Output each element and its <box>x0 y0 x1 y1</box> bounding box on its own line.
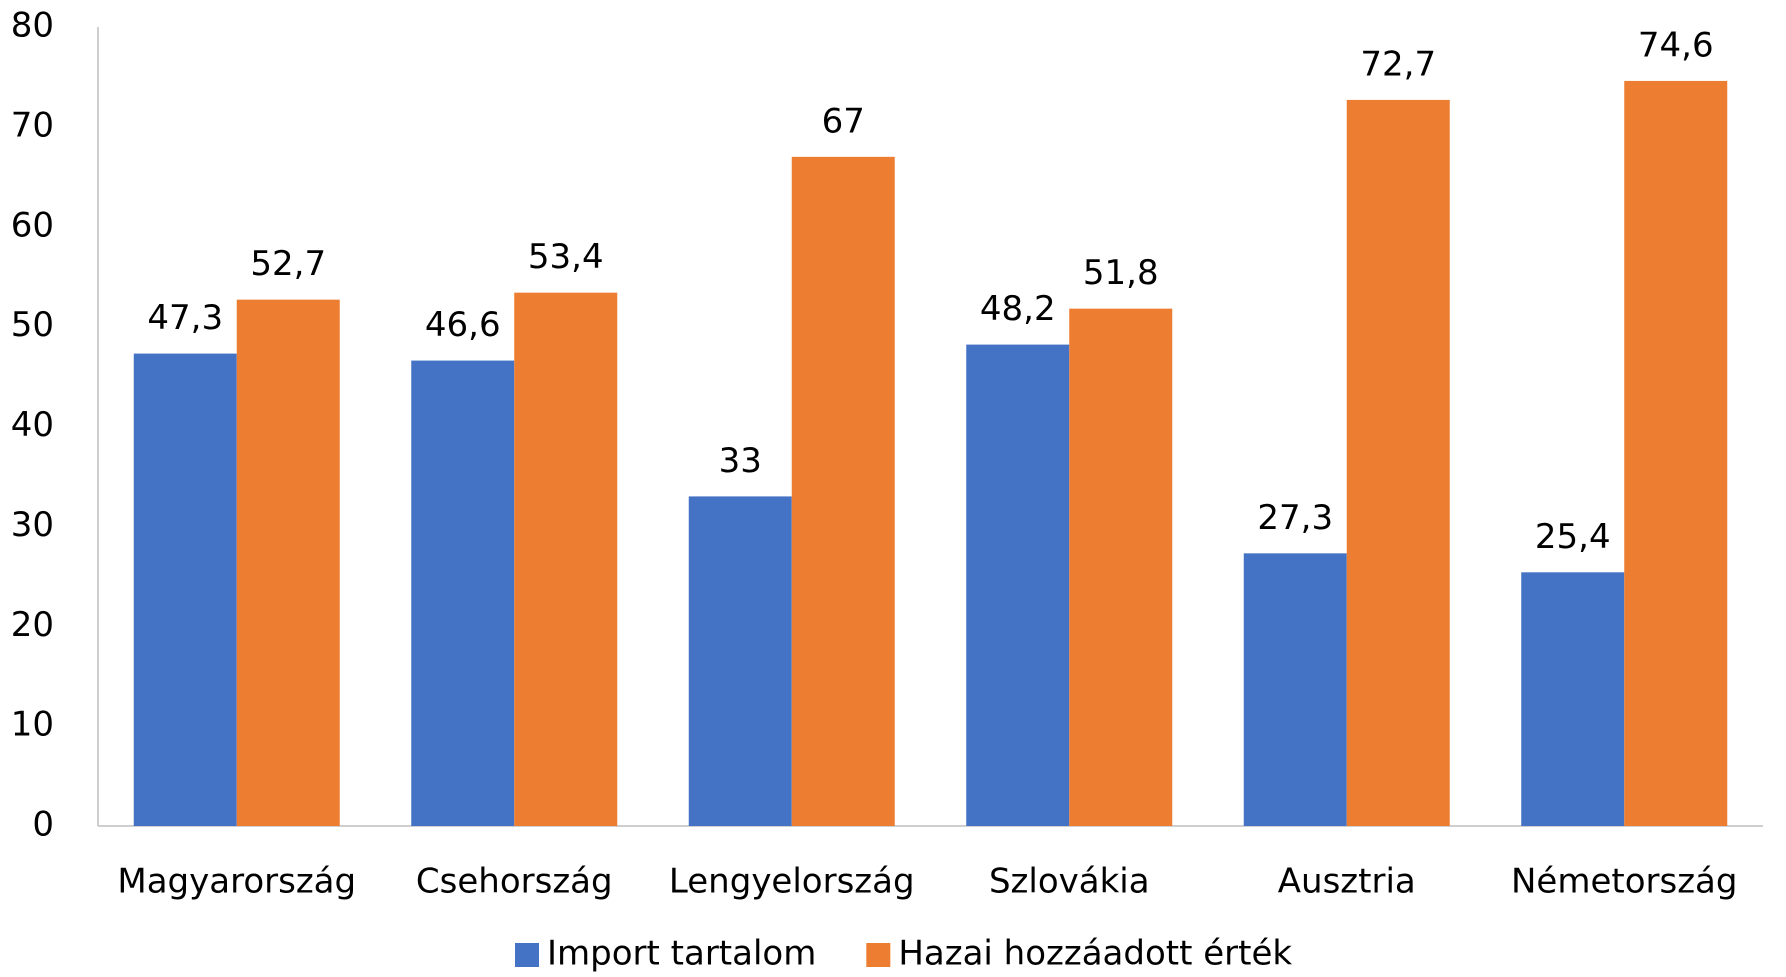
data-label: 27,3 <box>1257 498 1333 538</box>
x-tick-label: Németország <box>1511 862 1737 902</box>
data-label: 72,7 <box>1360 44 1436 84</box>
data-label: 51,8 <box>1083 253 1159 293</box>
data-label: 48,2 <box>980 289 1056 329</box>
data-label: 74,6 <box>1638 25 1714 65</box>
x-tick-label: Magyarország <box>117 862 356 902</box>
data-label: 53,4 <box>528 237 604 277</box>
legend-swatch <box>515 943 539 967</box>
bar <box>1521 572 1625 826</box>
bar <box>791 156 895 826</box>
bar <box>966 344 1070 826</box>
y-tick-label: 70 <box>11 105 54 145</box>
data-label: 67 <box>822 101 865 141</box>
bar <box>1624 80 1728 827</box>
y-tick-label: 40 <box>11 405 54 445</box>
data-label: 46,6 <box>425 305 501 345</box>
bar <box>133 353 237 826</box>
y-tick-label: 50 <box>11 305 54 345</box>
x-tick-label: Ausztria <box>1278 862 1416 902</box>
bar <box>1069 308 1173 827</box>
data-label: 47,3 <box>147 298 223 338</box>
bar <box>1243 553 1347 826</box>
data-label: 33 <box>719 441 762 481</box>
data-label: 52,7 <box>250 244 326 284</box>
x-tick-label: Lengyelország <box>669 862 915 902</box>
x-tick-label: Csehország <box>416 862 613 902</box>
y-tick-label: 80 <box>11 6 54 46</box>
y-tick-label: 0 <box>32 805 54 845</box>
legend-label: Hazai hozzáadott érték <box>898 934 1292 974</box>
legend-label: Import tartalom <box>547 934 816 974</box>
bar <box>236 299 340 826</box>
bar <box>1346 99 1450 826</box>
legend-swatch <box>866 943 891 967</box>
y-tick-label: 30 <box>11 505 54 545</box>
y-tick-label: 20 <box>11 605 54 645</box>
data-label: 25,4 <box>1535 517 1611 557</box>
x-tick-label: Szlovákia <box>989 862 1150 902</box>
bar <box>411 360 515 826</box>
bar <box>514 292 618 827</box>
y-tick-label: 60 <box>11 205 54 245</box>
y-tick-label: 10 <box>11 705 54 745</box>
bar <box>688 496 792 826</box>
